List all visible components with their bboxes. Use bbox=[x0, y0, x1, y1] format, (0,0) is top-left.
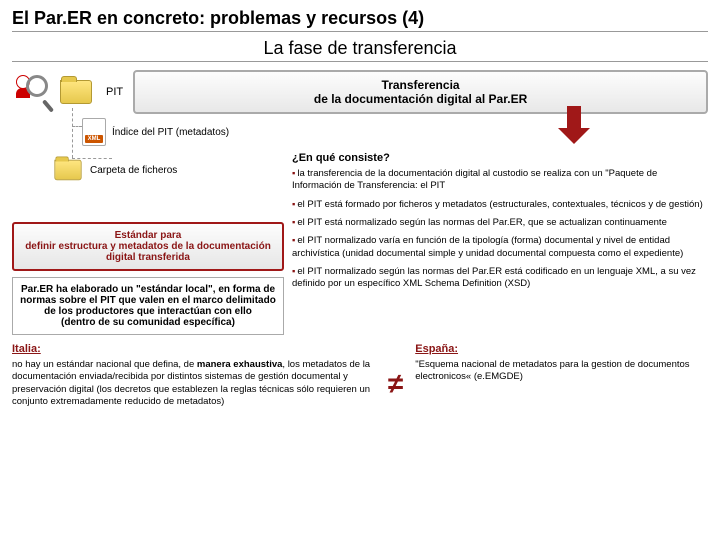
investigator-icon bbox=[12, 73, 50, 111]
page-title: El Par.ER en concreto: problemas y recur… bbox=[12, 8, 708, 32]
xml-label: Índice del PIT (metadatos) bbox=[112, 127, 229, 138]
local-standard-box: Par.ER ha elaborado un "estándar local",… bbox=[12, 277, 284, 335]
bullet-item: ▪el PIT normalizado varía en función de … bbox=[292, 235, 708, 260]
bullet-item: ▪el PIT está formado por ficheros y meta… bbox=[292, 199, 708, 211]
pit-label: PIT bbox=[106, 86, 123, 98]
transfer-box: Transferencia de la documentación digita… bbox=[133, 70, 708, 114]
folder2-label: Carpeta de ficheros bbox=[90, 165, 177, 176]
page-subtitle: La fase de transferencia bbox=[12, 38, 708, 62]
folder-icon bbox=[60, 80, 92, 104]
italy-text: no hay un estándar nacional que defina, … bbox=[12, 359, 380, 408]
standard-box: Estándar para definir estructura y metad… bbox=[12, 222, 284, 271]
not-equal-icon: ≠ bbox=[384, 368, 407, 400]
xml-file-icon bbox=[82, 118, 106, 146]
folder-icon bbox=[54, 160, 81, 180]
bullet-item: ▪el PIT normalizado según las normas del… bbox=[292, 266, 708, 291]
italy-label: Italia: bbox=[12, 343, 407, 355]
question-heading: ¿En qué consiste? bbox=[292, 152, 708, 164]
bullet-item: ▪el PIT está normalizado según las norma… bbox=[292, 217, 708, 229]
spain-text: "Esquema nacional de metadatos para la g… bbox=[415, 359, 708, 384]
spain-label: España: bbox=[415, 343, 708, 355]
bullet-item: ▪la transferencia de la documentación di… bbox=[292, 168, 708, 193]
